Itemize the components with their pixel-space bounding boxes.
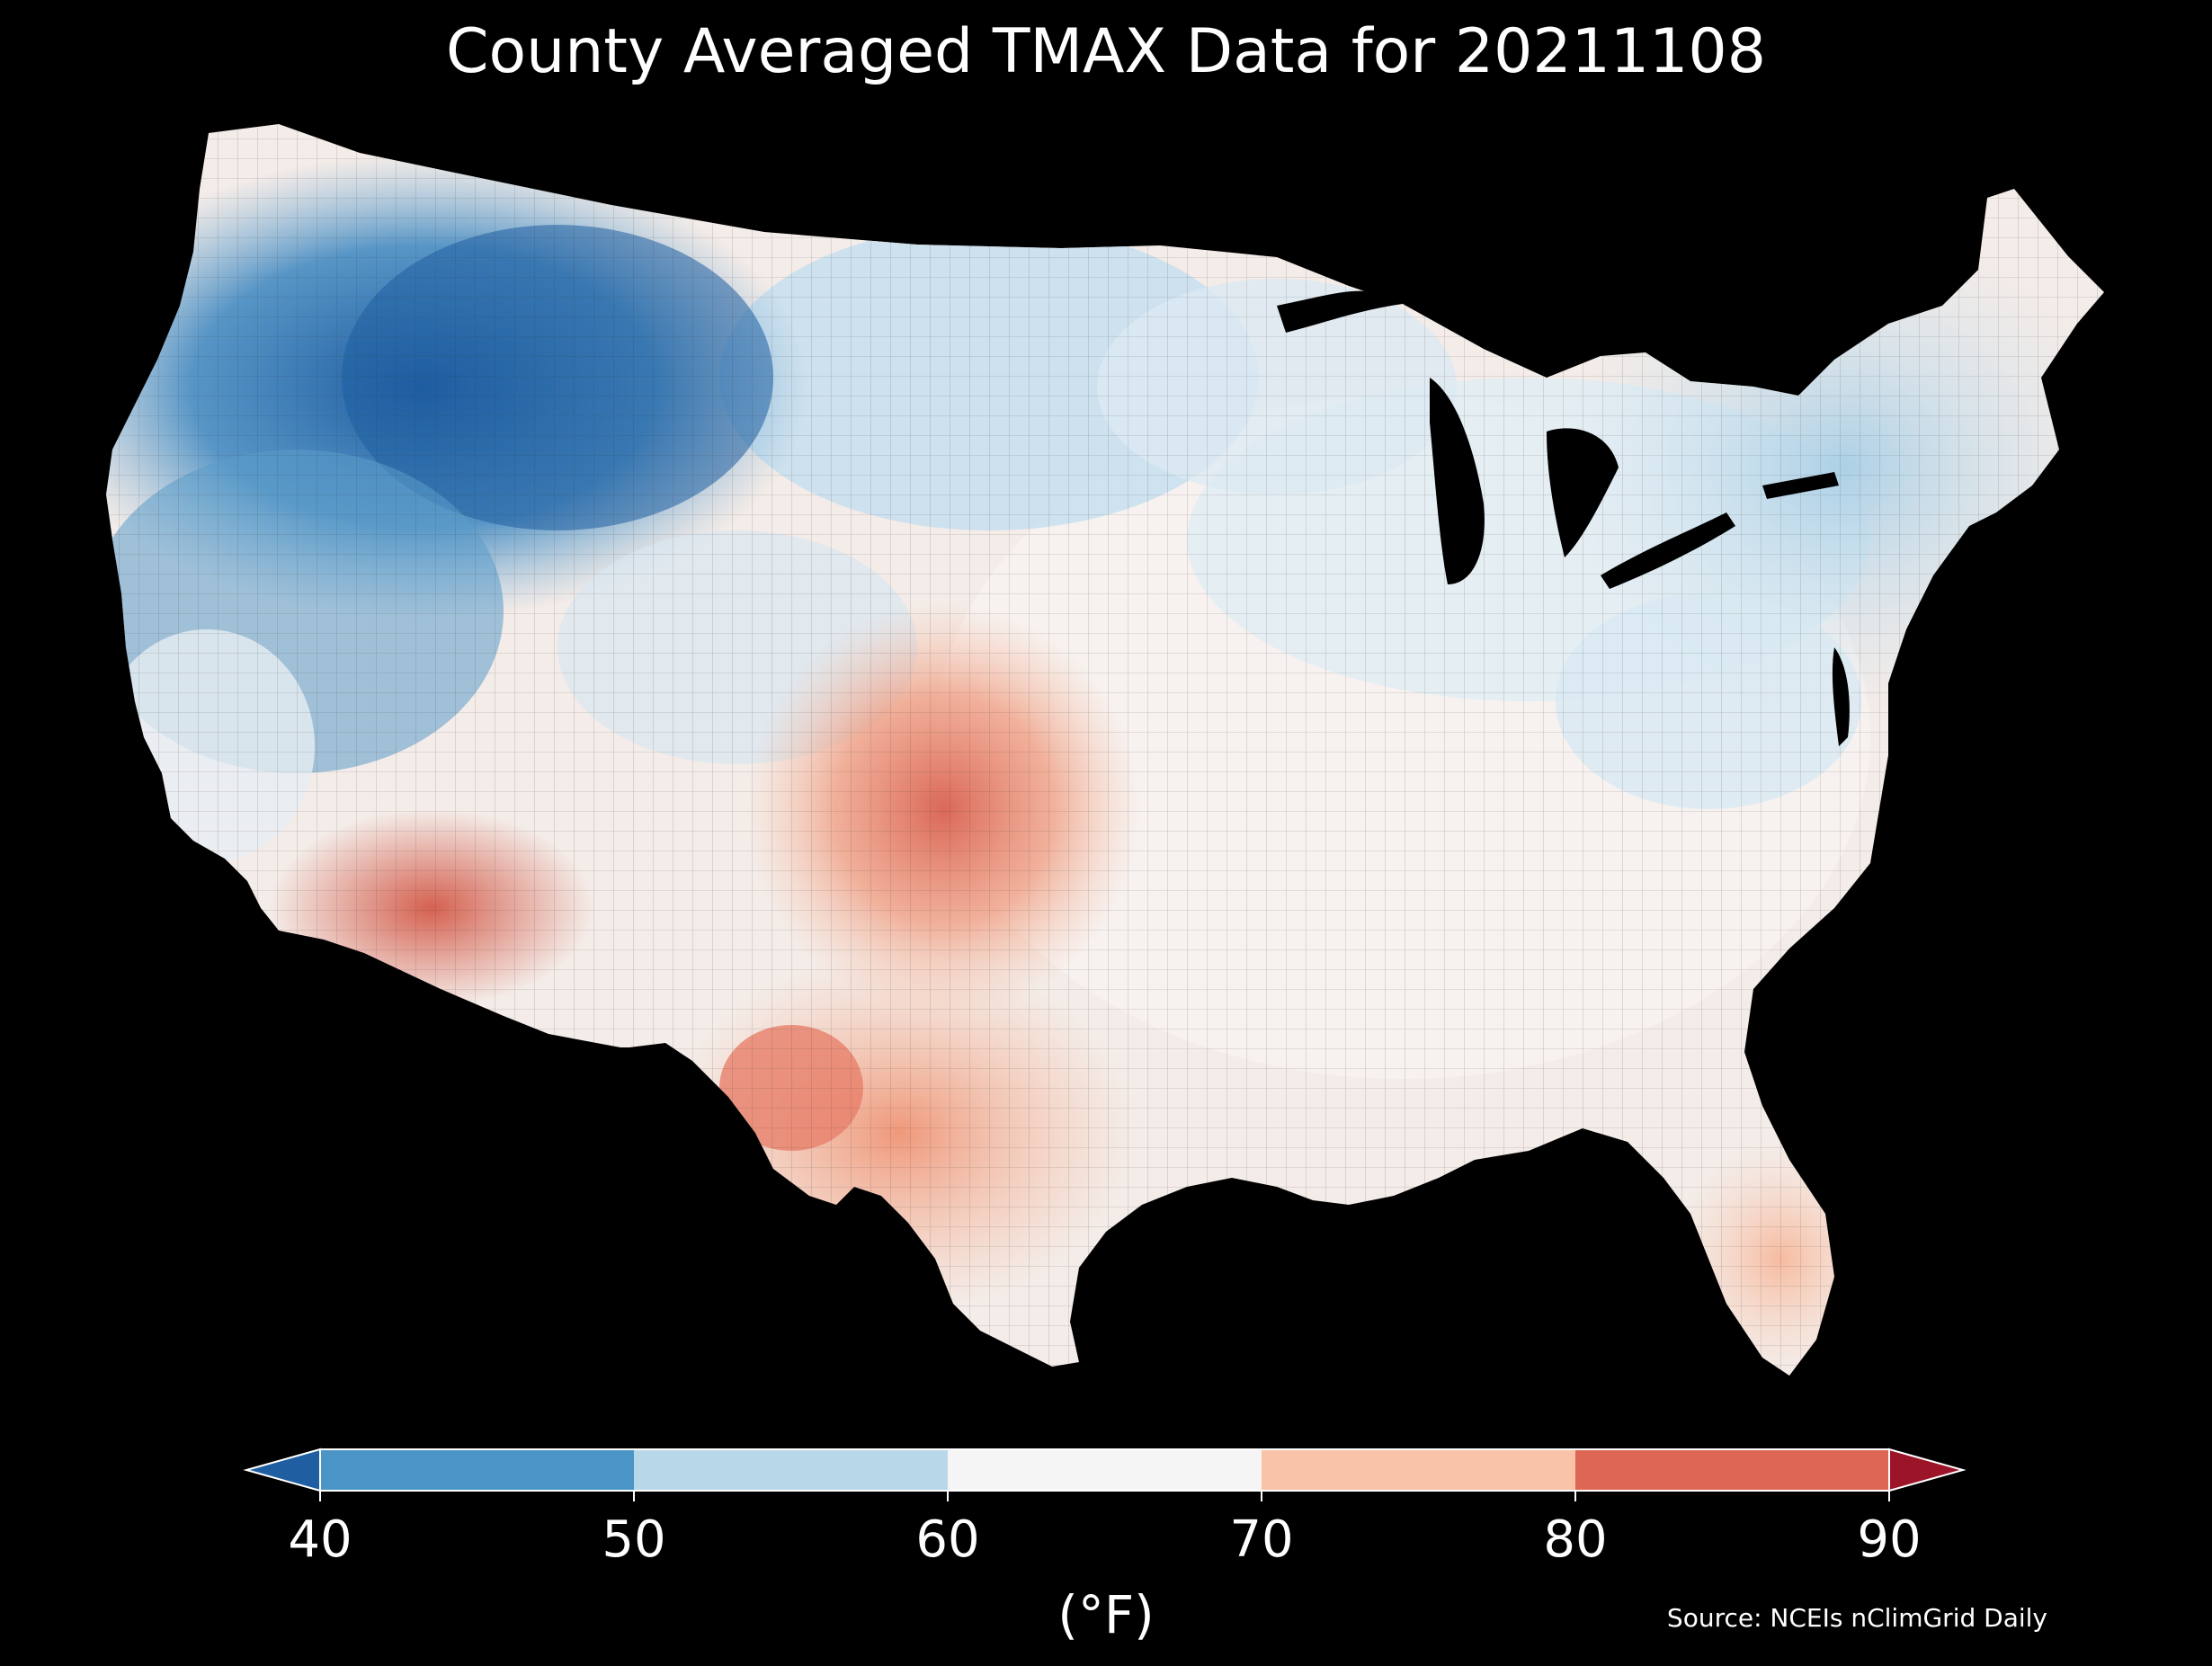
colorbar-outline (319, 1448, 1890, 1492)
lake-michigan (1430, 378, 1485, 584)
colorbar-segment (634, 1449, 948, 1491)
colorbar-tick-label: 80 (1543, 1510, 1608, 1569)
lake-ontario (1762, 472, 1839, 499)
colorbar-extend-high (1888, 1448, 1967, 1492)
colorbar-segment (1262, 1449, 1575, 1491)
map-title: County Averaged TMAX Data for 20211108 (446, 16, 1766, 87)
colorbar-tick-label: 50 (602, 1510, 666, 1569)
source-credit: Source: NCEIs nClimGrid Daily (1666, 1603, 2047, 1633)
chesapeake-bay (1832, 647, 1850, 746)
colorbar-unit-label: (°F) (1057, 1584, 1155, 1645)
lake-huron (1547, 428, 1619, 557)
lake-erie (1601, 512, 1735, 589)
colorbar-tick-label: 70 (1229, 1510, 1294, 1569)
colorbar (243, 1448, 1967, 1501)
colorbar-segment (948, 1449, 1262, 1491)
lake-superior (1277, 290, 1403, 333)
colorbar-segment (320, 1449, 634, 1491)
colorbar-tick-label: 40 (288, 1510, 352, 1569)
colorbar-tick-label: 60 (915, 1510, 980, 1569)
colorbar-tick-label: 90 (1857, 1510, 1922, 1569)
colorbar-extend-low (243, 1448, 321, 1492)
colorbar-segment (1575, 1449, 1889, 1491)
